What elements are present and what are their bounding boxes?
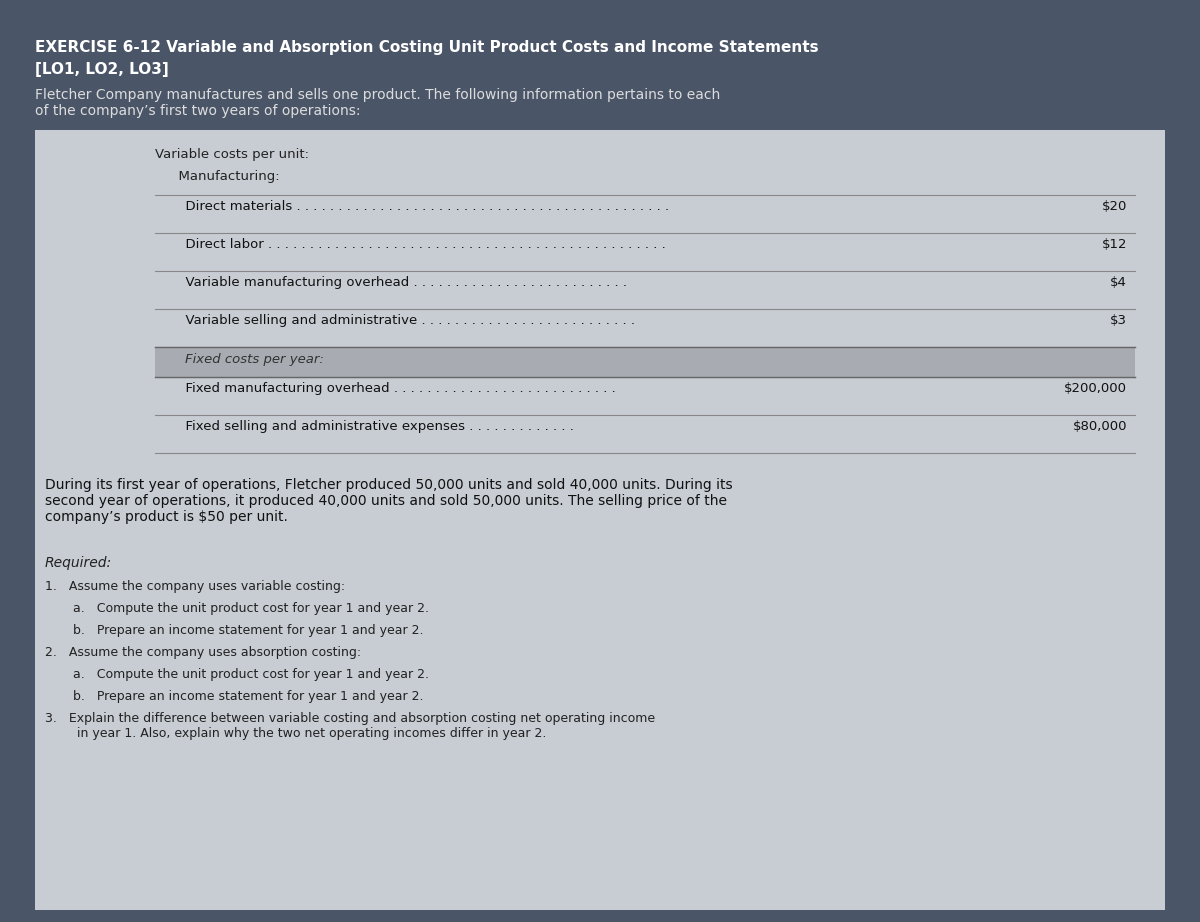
Text: 1.   Assume the company uses variable costing:: 1. Assume the company uses variable cost… [46, 580, 346, 593]
Text: $80,000: $80,000 [1073, 420, 1127, 433]
Text: $200,000: $200,000 [1064, 382, 1127, 395]
Text: Fletcher Company manufactures and sells one product. The following information p: Fletcher Company manufactures and sells … [35, 88, 720, 118]
Text: Variable costs per unit:: Variable costs per unit: [155, 148, 310, 161]
Text: [LO1, LO2, LO3]: [LO1, LO2, LO3] [35, 62, 169, 77]
Text: a.   Compute the unit product cost for year 1 and year 2.: a. Compute the unit product cost for yea… [73, 602, 430, 615]
Text: $3: $3 [1110, 314, 1127, 327]
Text: Required:: Required: [46, 556, 112, 570]
Text: $12: $12 [1102, 238, 1127, 251]
Text: Fixed selling and administrative expenses . . . . . . . . . . . . .: Fixed selling and administrative expense… [160, 420, 574, 433]
FancyBboxPatch shape [155, 347, 1135, 377]
Text: Direct labor . . . . . . . . . . . . . . . . . . . . . . . . . . . . . . . . . .: Direct labor . . . . . . . . . . . . . .… [160, 238, 666, 251]
Text: 3.   Explain the difference between variable costing and absorption costing net : 3. Explain the difference between variab… [46, 712, 655, 740]
Text: Variable selling and administrative . . . . . . . . . . . . . . . . . . . . . . : Variable selling and administrative . . … [160, 314, 635, 327]
Text: EXERCISE 6-12 Variable and Absorption Costing Unit Product Costs and Income Stat: EXERCISE 6-12 Variable and Absorption Co… [35, 40, 818, 55]
Text: Manufacturing:: Manufacturing: [170, 170, 280, 183]
Text: During its first year of operations, Fletcher produced 50,000 units and sold 40,: During its first year of operations, Fle… [46, 478, 733, 525]
Text: $4: $4 [1110, 276, 1127, 289]
Text: Variable manufacturing overhead . . . . . . . . . . . . . . . . . . . . . . . . : Variable manufacturing overhead . . . . … [160, 276, 628, 289]
Text: b.   Prepare an income statement for year 1 and year 2.: b. Prepare an income statement for year … [73, 624, 424, 637]
Text: 2.   Assume the company uses absorption costing:: 2. Assume the company uses absorption co… [46, 646, 361, 659]
Text: $20: $20 [1102, 200, 1127, 213]
FancyBboxPatch shape [35, 130, 1165, 910]
Text: Direct materials . . . . . . . . . . . . . . . . . . . . . . . . . . . . . . . .: Direct materials . . . . . . . . . . . .… [160, 200, 670, 213]
Text: a.   Compute the unit product cost for year 1 and year 2.: a. Compute the unit product cost for yea… [73, 668, 430, 681]
Text: Fixed manufacturing overhead . . . . . . . . . . . . . . . . . . . . . . . . . .: Fixed manufacturing overhead . . . . . .… [160, 382, 616, 395]
Text: b.   Prepare an income statement for year 1 and year 2.: b. Prepare an income statement for year … [73, 690, 424, 703]
Text: Fixed costs per year:: Fixed costs per year: [185, 353, 324, 366]
